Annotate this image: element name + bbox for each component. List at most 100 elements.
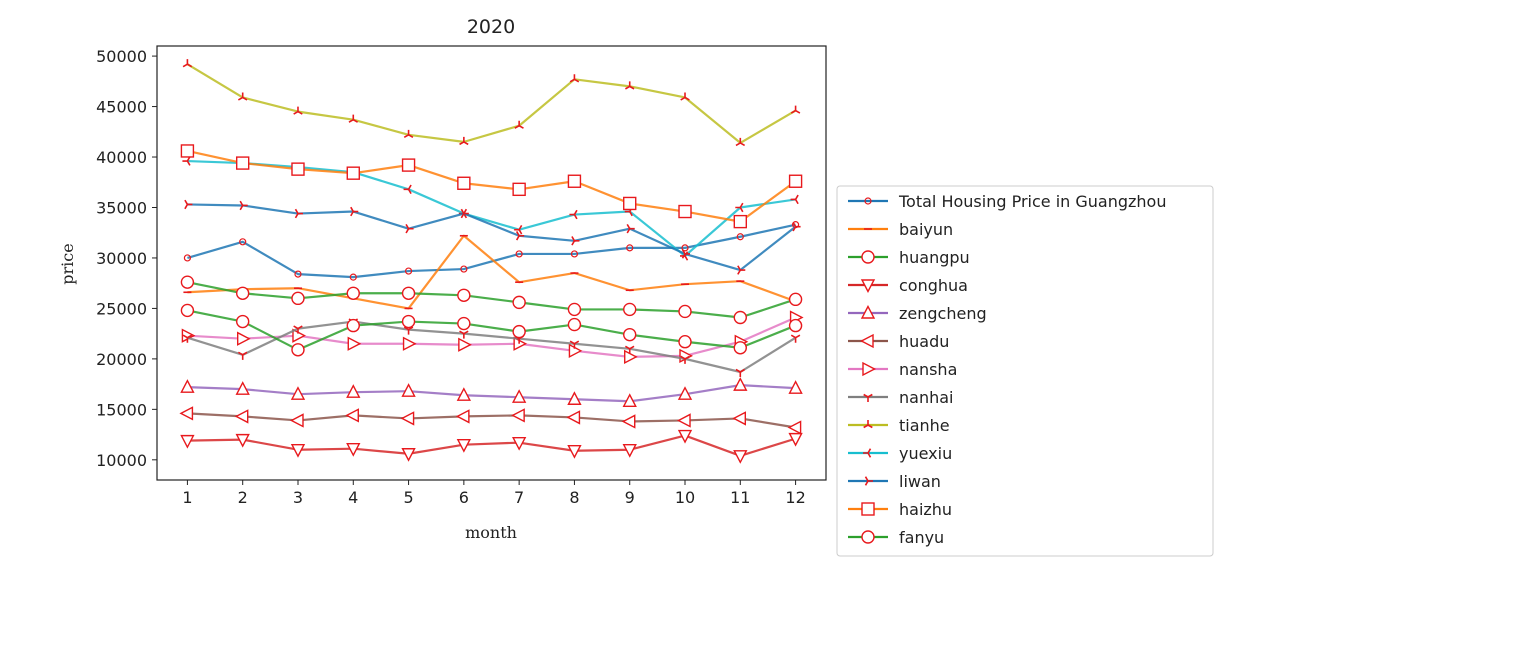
data-point <box>733 214 748 229</box>
data-point <box>788 174 803 188</box>
data-point <box>681 244 689 252</box>
data-point <box>511 436 527 451</box>
legend-marker <box>861 250 875 264</box>
y-tick-label: 45000 <box>96 98 147 117</box>
legend-box <box>836 185 1214 557</box>
series-line <box>187 223 796 279</box>
series-line <box>187 316 797 358</box>
series-baiyun <box>183 234 800 310</box>
data-point <box>681 249 691 259</box>
x-tick-label: 7 <box>514 488 524 507</box>
data-point <box>345 408 359 423</box>
data-point <box>290 444 306 458</box>
data-point <box>236 331 251 346</box>
data-point <box>733 377 748 391</box>
data-point <box>515 231 525 241</box>
data-point <box>571 236 580 246</box>
data-point <box>680 355 690 364</box>
legend-label: nanhai <box>899 388 953 407</box>
legend-label: liwan <box>899 472 941 491</box>
data-point <box>512 182 526 197</box>
data-point <box>460 208 469 219</box>
legend-label: zengcheng <box>899 304 987 323</box>
data-point <box>623 327 637 342</box>
legend-label: huangpu <box>899 248 970 267</box>
data-point <box>567 391 582 405</box>
data-point <box>180 144 195 158</box>
data-point <box>790 105 801 114</box>
data-point <box>235 286 250 300</box>
y-tick-label: 50000 <box>96 47 147 66</box>
data-point <box>567 302 582 317</box>
y-tick-label: 20000 <box>96 350 147 369</box>
x-tick-label: 6 <box>459 488 469 507</box>
data-point <box>737 265 746 275</box>
plot-area: 1000015000200002500030000350004000045000… <box>96 45 827 507</box>
series-total-housing-price-in-guangzhou <box>183 221 800 281</box>
data-point <box>569 209 578 220</box>
data-point <box>457 288 471 302</box>
y-tick-label: 40000 <box>96 148 147 167</box>
data-point <box>401 158 416 172</box>
data-point <box>235 433 250 448</box>
data-point <box>403 129 414 139</box>
data-point <box>347 336 362 351</box>
data-point <box>405 223 414 234</box>
series-line <box>187 149 797 223</box>
data-point <box>622 393 637 407</box>
series-line <box>187 434 796 457</box>
x-tick-label: 9 <box>625 488 635 507</box>
data-point <box>291 291 305 306</box>
data-point <box>787 420 802 435</box>
data-point <box>401 448 416 462</box>
legend-marker <box>863 448 872 458</box>
x-tick-label: 3 <box>293 488 303 507</box>
legend-marker <box>861 530 875 544</box>
x-tick-label: 4 <box>348 488 358 507</box>
data-point <box>180 434 195 449</box>
legend-marker <box>862 361 877 377</box>
data-point <box>623 302 637 317</box>
data-point <box>404 267 413 275</box>
legend-entry: Total Housing Price in Guangzhou <box>848 192 1166 211</box>
x-tick-label: 11 <box>730 488 750 507</box>
data-point <box>184 199 193 210</box>
data-point <box>678 204 692 219</box>
data-point <box>457 316 471 331</box>
legend-label: huadu <box>899 332 949 351</box>
data-point <box>733 341 748 355</box>
series-conghua <box>180 429 803 464</box>
data-point <box>346 443 361 457</box>
data-point <box>566 410 581 425</box>
plot-frame <box>156 45 827 481</box>
legend-label: nansha <box>899 360 957 379</box>
data-point <box>788 318 803 333</box>
y-tick-label: 35000 <box>96 198 147 217</box>
data-point <box>346 286 360 300</box>
data-point <box>676 413 691 428</box>
data-point <box>293 325 303 334</box>
data-point <box>624 81 635 90</box>
data-point <box>291 343 305 357</box>
data-point <box>736 233 744 241</box>
data-point <box>401 286 416 300</box>
legend-label: yuexiu <box>899 444 952 463</box>
x-tick-label: 2 <box>238 488 248 507</box>
legend: Total Housing Price in Guangzhou baiyun hu… <box>836 185 1214 557</box>
data-point <box>677 429 693 444</box>
series-line <box>187 203 797 272</box>
data-point <box>790 334 801 343</box>
legend-entry: nansha <box>848 360 957 379</box>
data-point <box>456 387 472 401</box>
data-point <box>515 250 523 258</box>
data-point <box>400 411 415 426</box>
data-point <box>349 273 357 281</box>
data-point <box>402 336 417 351</box>
data-point <box>512 295 526 310</box>
x-tick-label: 8 <box>569 488 579 507</box>
data-point <box>735 368 746 378</box>
y-tick-label: 25000 <box>96 299 147 318</box>
data-point <box>457 176 471 190</box>
data-point <box>732 411 747 426</box>
